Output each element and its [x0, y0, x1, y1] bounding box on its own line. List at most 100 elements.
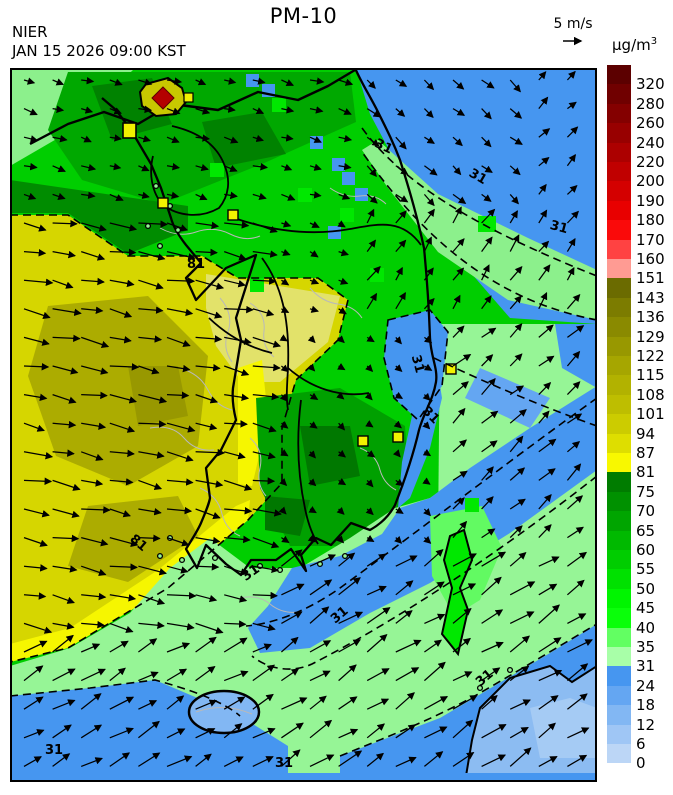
wind-vector — [481, 576, 502, 596]
wind-vector — [223, 637, 248, 653]
wind-vector — [566, 350, 581, 367]
wind-vector — [195, 364, 221, 372]
wind-vector — [23, 308, 51, 319]
wind-vector — [538, 324, 554, 338]
island-dot — [506, 666, 514, 674]
region-bottom-strip — [10, 773, 597, 782]
wind-vector — [307, 534, 316, 543]
wind-vector — [81, 306, 104, 314]
wind-vector — [23, 729, 45, 739]
wind-vector — [252, 693, 274, 710]
colorbar-tick: 170 — [636, 230, 665, 249]
county-border — [329, 187, 387, 205]
wind-vector — [366, 723, 385, 739]
wind-vector — [23, 77, 36, 85]
wind-vector — [109, 536, 139, 547]
wind-vector — [395, 239, 407, 253]
wind-vector — [52, 668, 76, 682]
wind-vector — [166, 136, 180, 144]
wind-vector — [280, 306, 290, 313]
wind-vector — [195, 394, 219, 404]
wind-vector — [309, 421, 318, 429]
wind-vector — [452, 607, 472, 624]
county-border — [195, 707, 253, 715]
wind-vector — [509, 611, 535, 624]
wind-vector — [252, 77, 266, 85]
wind-vector — [23, 192, 37, 200]
wind-vector — [224, 336, 252, 345]
wind-vector — [81, 106, 94, 114]
wind-vector — [195, 728, 216, 739]
wind-vector — [452, 136, 463, 147]
wind-vector — [109, 193, 124, 201]
colorbar-tick: 65 — [636, 521, 656, 540]
wind-vector — [81, 277, 105, 286]
wind-vector — [195, 753, 212, 767]
wind-vector — [166, 162, 180, 171]
wind-vector — [52, 753, 71, 767]
wind-vector — [281, 722, 304, 739]
wind-vector — [366, 208, 375, 224]
wind-vector — [366, 607, 391, 624]
wind-vector — [223, 670, 249, 682]
wind-vector — [224, 420, 248, 428]
wind-vector — [338, 134, 353, 143]
wind-vector — [166, 755, 193, 767]
wind-vector — [481, 165, 493, 173]
wind-vector — [138, 135, 151, 143]
wind-vector — [538, 71, 547, 81]
wind-vector — [309, 695, 327, 710]
wind-vector — [567, 727, 590, 739]
island-dot — [178, 556, 186, 564]
wind-vector — [337, 449, 346, 458]
colorbar-segment — [607, 530, 631, 550]
wind-vector — [336, 506, 345, 515]
wind-vector — [566, 126, 579, 138]
colorbar-tick: 240 — [636, 133, 665, 152]
wind-vector — [452, 470, 468, 481]
wind-vector — [52, 250, 76, 259]
wind-vector — [109, 107, 122, 115]
wind-vector — [138, 479, 163, 490]
wind-vector — [138, 420, 167, 428]
wind-vector — [195, 699, 218, 710]
wind-vector — [452, 353, 472, 367]
wind-vector — [224, 191, 238, 200]
wind-vector — [309, 754, 335, 767]
wind-vector — [567, 613, 587, 624]
wind-vector — [52, 308, 82, 317]
wind-vector — [366, 265, 381, 281]
wind-vector — [423, 236, 432, 252]
wind-vector — [81, 391, 108, 400]
colorbar-segment — [607, 453, 631, 473]
colorbar-tick: 55 — [636, 560, 656, 579]
wind-vector — [166, 537, 190, 547]
colorbar-tick: 81 — [636, 463, 656, 482]
wind-vector — [280, 636, 299, 653]
wind-vector — [336, 391, 345, 400]
wind-vector — [365, 420, 374, 428]
wind-vector — [566, 185, 578, 195]
wind-vector — [280, 364, 289, 373]
region-darker-nw-2 — [202, 112, 286, 168]
wind-vector — [52, 420, 77, 429]
cell-blue — [342, 172, 355, 185]
page-title: PM-10 — [269, 4, 338, 28]
region-yellow-bright-edge — [10, 500, 250, 662]
wind-vector — [395, 193, 409, 203]
wind-vector — [509, 552, 527, 567]
county-border — [239, 596, 299, 613]
wind-vector — [138, 534, 161, 542]
wind-vector — [538, 264, 551, 281]
wind-vector — [481, 440, 498, 453]
wind-vector — [195, 422, 218, 431]
wind-vector — [538, 381, 552, 396]
wind-vector — [23, 336, 50, 346]
wind-vector — [452, 381, 469, 396]
wind-vector — [395, 639, 422, 653]
wind-vector — [252, 727, 276, 739]
wind-vector — [423, 193, 435, 207]
wind-vector — [395, 266, 403, 281]
colorbar-segment — [607, 239, 631, 259]
